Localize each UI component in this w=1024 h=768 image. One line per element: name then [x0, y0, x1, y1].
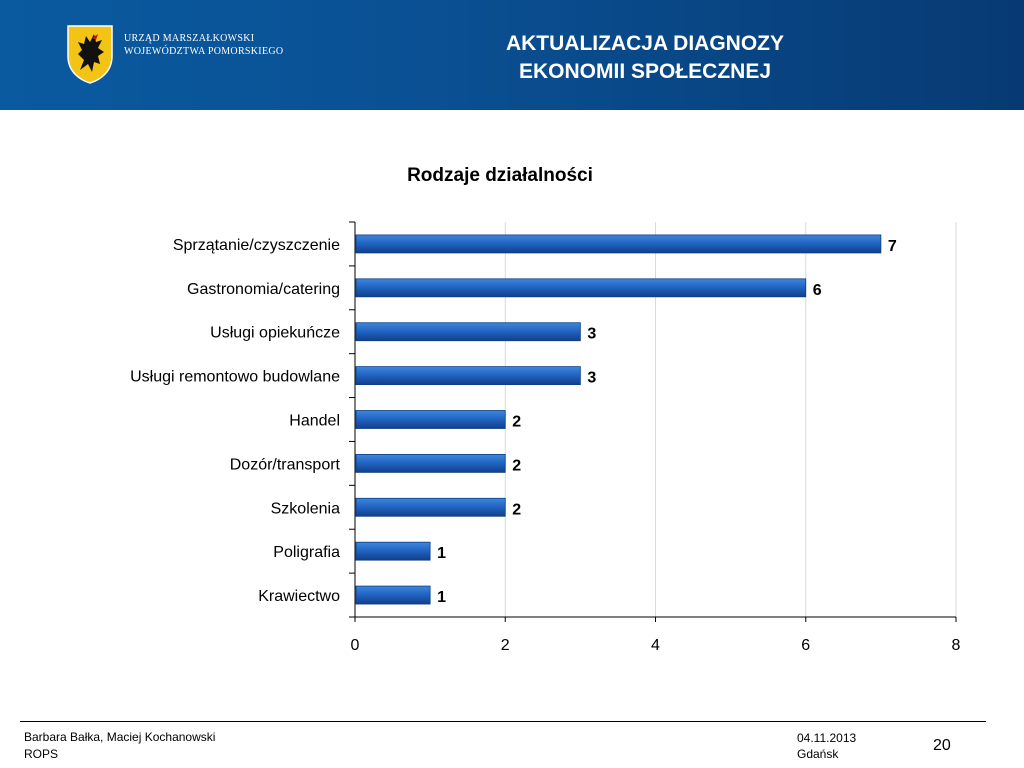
page-number: 20	[933, 737, 951, 754]
footer-city: Gdańsk	[797, 747, 839, 761]
x-tick-label-3: 6	[801, 637, 810, 654]
footer-org: ROPS	[24, 747, 59, 761]
x-tick-label-0: 0	[351, 637, 360, 654]
x-tick-label-4: 8	[952, 637, 961, 654]
category-label-7: Poligrafia	[273, 544, 340, 561]
x-tick-label-1: 2	[501, 637, 510, 654]
bar-2	[355, 322, 581, 342]
slide-title-line2: EKONOMII SPOŁECZNEJ	[518, 60, 772, 83]
bar-chart: 0 2 4 6 8 Sprzątanie/czyszczenie 7 Gastronomia/…	[130, 221, 961, 654]
footer-date: 04.11.2013	[797, 731, 857, 745]
data-label-0: 7	[888, 238, 897, 255]
category-label-1: Gastronomia/catering	[187, 281, 340, 298]
data-label-3: 3	[587, 370, 596, 387]
category-label-2: Usługi opiekuńcze	[210, 325, 340, 342]
bar-8	[355, 585, 431, 605]
category-label-6: Szkolenia	[271, 500, 340, 517]
data-label-2: 3	[587, 326, 596, 343]
data-label-5: 2	[512, 457, 521, 474]
category-label-5: Dozór/transport	[230, 456, 341, 473]
footer-authors: Barbara Bałka, Maciej Kochanowski	[24, 730, 216, 744]
category-label-4: Handel	[289, 413, 340, 430]
bar-5	[355, 453, 506, 473]
bar-1	[355, 278, 807, 298]
slide-header: URZĄD MARSZAŁKOWSKI WOJEWÓDZTWA POMORSKI…	[0, 0, 1024, 110]
bar-7	[355, 541, 431, 561]
data-label-4: 2	[512, 414, 521, 431]
griffin-coat-of-arms-icon	[67, 25, 113, 84]
data-label-6: 2	[512, 501, 521, 518]
slide-title: AKTUALIZACJA DIAGNOZY EKONOMII SPOŁECZNE…	[440, 30, 850, 86]
x-tick-label-2: 4	[651, 637, 660, 654]
category-label-3: Usługi remontowo budowlane	[130, 369, 340, 386]
bar-6	[355, 497, 506, 517]
organization-name: URZĄD MARSZAŁKOWSKI WOJEWÓDZTWA POMORSKI…	[124, 32, 283, 58]
data-label-8: 1	[437, 589, 446, 606]
category-label-8: Krawiectwo	[258, 588, 340, 605]
data-label-1: 6	[813, 282, 822, 299]
org-name-line2: WOJEWÓDZTWA POMORSKIEGO	[124, 46, 284, 57]
chart-title: Rodzaje działalności	[407, 165, 593, 186]
bar-0	[355, 234, 882, 254]
footer-divider	[20, 721, 986, 722]
bar-4	[355, 410, 506, 429]
data-label-7: 1	[437, 545, 446, 562]
slide-title-line1: AKTUALIZACJA DIAGNOZY	[505, 32, 785, 55]
bar-3	[355, 366, 581, 386]
category-label-0: Sprzątanie/czyszczenie	[173, 237, 340, 254]
org-name-line1: URZĄD MARSZAŁKOWSKI	[124, 33, 255, 44]
